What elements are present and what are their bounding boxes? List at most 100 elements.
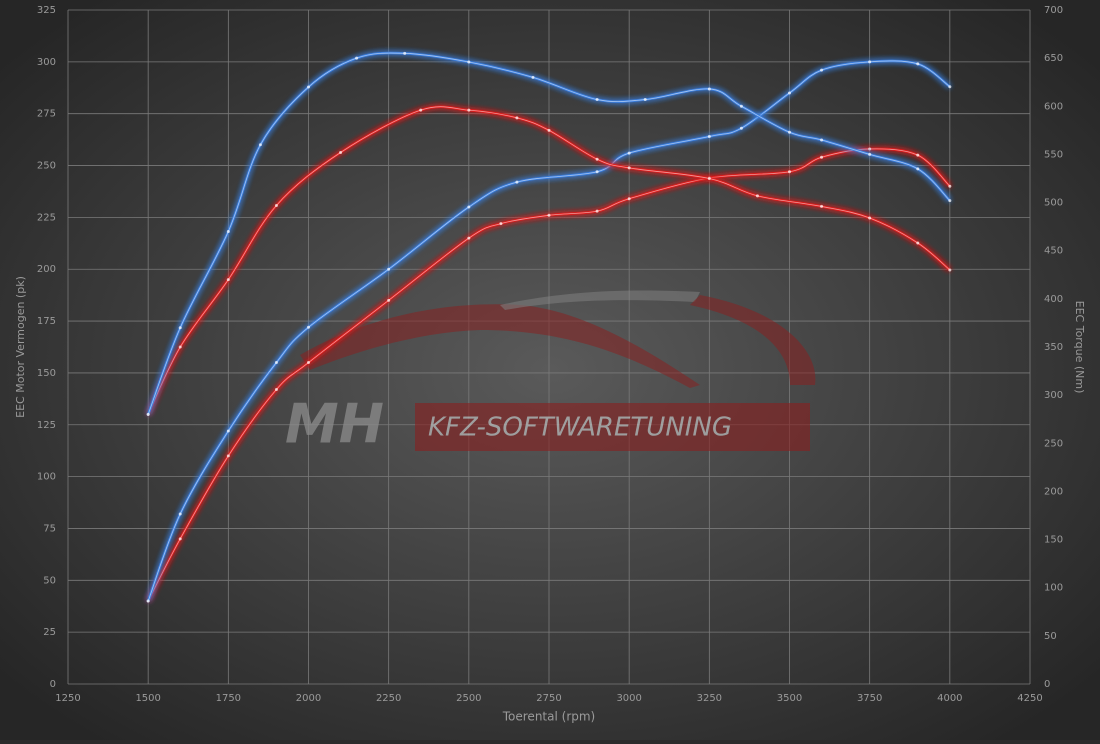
x-tick-label: 4250 (1017, 693, 1042, 704)
car-roof (500, 290, 700, 310)
data-point (307, 85, 310, 89)
data-point (307, 361, 310, 365)
data-point (948, 268, 952, 272)
data-point (307, 325, 310, 329)
x-tick-label: 3500 (777, 693, 802, 704)
data-point (916, 167, 920, 171)
y2-tick-label: 550 (1044, 149, 1063, 160)
data-point (643, 98, 647, 102)
data-point (595, 98, 599, 102)
data-point (387, 267, 391, 271)
data-point (403, 51, 407, 55)
data-point (788, 91, 791, 95)
data-point (627, 197, 631, 201)
data-point (146, 599, 150, 603)
y2-tick-label: 350 (1044, 342, 1063, 353)
data-point (788, 130, 791, 134)
y2-tick-label: 650 (1044, 53, 1063, 64)
watermark-left: MH (285, 393, 384, 456)
y-tick-label: 175 (37, 316, 56, 327)
y2-tick-label: 300 (1044, 390, 1063, 401)
x-tick-label: 3250 (697, 693, 722, 704)
y-tick-label: 100 (37, 472, 56, 483)
data-point (916, 62, 920, 66)
data-point (948, 85, 952, 89)
y-tick-label: 150 (37, 368, 56, 379)
y2-tick-label: 200 (1044, 486, 1063, 497)
data-point (627, 166, 631, 170)
data-point (739, 126, 743, 130)
y2-tick-label: 100 (1044, 583, 1063, 594)
y-tick-label: 225 (37, 212, 56, 223)
x-tick-label: 2250 (376, 693, 401, 704)
data-point (226, 454, 230, 458)
data-point (226, 429, 230, 433)
x-tick-label: 2500 (456, 693, 481, 704)
data-point (547, 213, 551, 217)
data-point (788, 170, 791, 174)
data-point (547, 128, 551, 132)
y-tick-label: 125 (37, 420, 56, 431)
data-point (627, 151, 631, 155)
x-tick-label: 1750 (216, 693, 241, 704)
data-point (178, 537, 182, 541)
y-tick-label: 275 (37, 109, 56, 120)
data-point (739, 104, 743, 108)
data-point (258, 143, 262, 147)
data-point (467, 108, 471, 112)
data-point (515, 116, 519, 120)
data-point (916, 241, 920, 245)
data-point (820, 138, 824, 142)
data-point (274, 361, 278, 365)
data-point (707, 177, 711, 180)
data-point (916, 153, 920, 157)
y-tick-label: 325 (37, 5, 56, 16)
data-point (820, 68, 824, 72)
data-point (226, 229, 230, 233)
data-point (274, 388, 278, 392)
x-tick-label: 2000 (296, 693, 321, 704)
data-point (467, 236, 471, 240)
y-tick-label: 200 (37, 264, 56, 275)
y-axis-label: EEC Motor Vermogen (pk) (14, 276, 27, 418)
data-point (499, 222, 503, 226)
data-point (467, 60, 471, 64)
x-tick-label: 2750 (536, 693, 561, 704)
x-tick-label: 1500 (135, 693, 160, 704)
data-point (595, 209, 599, 213)
watermark-right: KFZ-SOFTWARETUNING (428, 413, 732, 443)
y2-tick-label: 700 (1044, 5, 1063, 16)
y2-tick-label: 50 (1044, 631, 1057, 642)
data-point (820, 155, 824, 159)
x-tick-label: 4000 (937, 693, 962, 704)
data-point (531, 75, 535, 79)
data-point (226, 278, 230, 282)
y-tick-label: 25 (43, 627, 56, 638)
x-axis-label: Toerental (rpm) (502, 710, 595, 724)
data-point (419, 108, 423, 112)
data-point (948, 184, 952, 188)
data-point (948, 199, 952, 203)
data-point (515, 180, 519, 184)
car-shape (300, 304, 700, 388)
y2-tick-label: 450 (1044, 246, 1063, 257)
y2-tick-label: 600 (1044, 101, 1063, 112)
data-point (178, 326, 182, 330)
y2-tick-label: 500 (1044, 198, 1063, 209)
data-point (178, 512, 182, 516)
y-tick-label: 75 (43, 523, 56, 534)
x-tick-label: 1250 (55, 693, 80, 704)
car-rear (690, 295, 816, 385)
y-tick-label: 250 (37, 161, 56, 172)
series-line-core (147, 106, 951, 415)
watermark: MH KFZ-SOFTWARETUNING (285, 290, 816, 456)
data-point (868, 147, 872, 151)
x-tick-label: 3750 (857, 693, 882, 704)
data-point (868, 152, 872, 156)
y2-tick-label: 150 (1044, 535, 1063, 546)
y-tick-label: 50 (43, 575, 56, 586)
data-point (868, 60, 872, 64)
